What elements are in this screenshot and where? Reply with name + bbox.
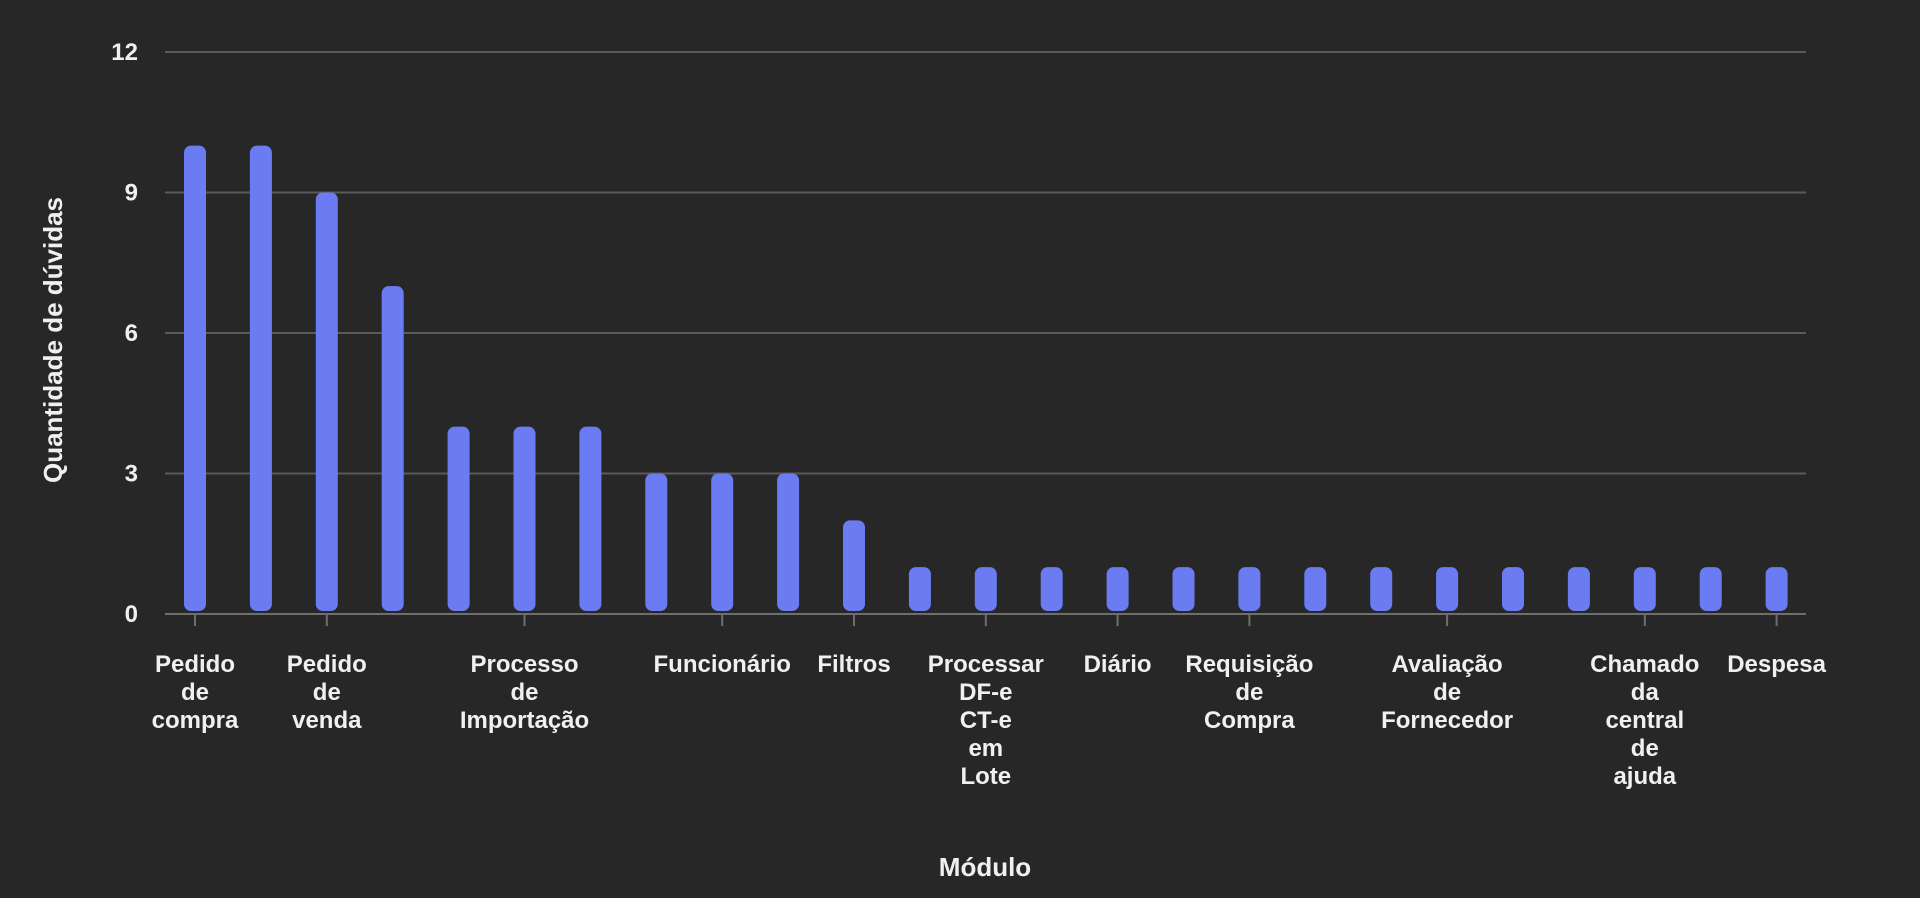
x-tick-label: Processo de Importação: [460, 651, 589, 734]
bar: [1633, 567, 1656, 611]
bar: [1304, 567, 1327, 611]
y-tick-label: 9: [125, 180, 138, 207]
bar: [974, 567, 997, 611]
bar: [447, 426, 470, 611]
bar: [1370, 567, 1393, 611]
x-axis-ticks: Pedido de compra Pedido de venda Processo de Imp…: [152, 614, 1827, 790]
y-tick-label: 12: [111, 39, 138, 66]
bar: [184, 145, 206, 611]
x-tick-label: Filtros: [817, 651, 890, 678]
bar: [1106, 567, 1129, 611]
bar: [843, 520, 865, 611]
bar: [1436, 567, 1459, 611]
x-tick-label: Requisição de Compra: [1185, 651, 1313, 734]
bar: [1040, 567, 1063, 611]
bar: [777, 473, 800, 611]
bar: [645, 473, 668, 611]
bar: [381, 286, 404, 611]
x-tick-label: Diário: [1084, 651, 1152, 678]
x-tick-label: Despesa: [1727, 651, 1826, 678]
x-tick-label: Funcionário: [654, 651, 791, 678]
x-tick-label: Pedido de compra: [152, 651, 239, 734]
x-tick-label: Chamado da central de ajuda: [1590, 651, 1699, 790]
bar: [1567, 567, 1590, 611]
x-tick-label: Processar DF-e CT-e em Lote: [928, 651, 1044, 790]
bar: [908, 567, 931, 611]
bar: [513, 426, 536, 611]
bar: [579, 426, 602, 611]
bar: [711, 473, 734, 611]
bar: [1502, 567, 1524, 611]
x-tick-label: Pedido de venda: [287, 651, 367, 734]
x-tick-label: Avaliação de Fornecedor: [1381, 651, 1513, 734]
bar: [1699, 567, 1722, 611]
bar: [1238, 567, 1261, 611]
y-tick-label: 6: [125, 320, 138, 347]
y-tick-label: 3: [125, 461, 138, 488]
y-tick-label: 0: [125, 601, 138, 628]
x-axis-title: Módulo: [939, 852, 1031, 882]
bars: [184, 145, 1788, 611]
bar: [1172, 567, 1195, 611]
bar: [1765, 567, 1788, 611]
bar: [315, 192, 338, 611]
y-axis-ticks: 0 3 6 9 12: [111, 39, 138, 628]
y-axis-title: Quantidade de dúvidas: [38, 197, 68, 483]
bar: [249, 145, 272, 611]
gridlines: [165, 51, 1806, 475]
